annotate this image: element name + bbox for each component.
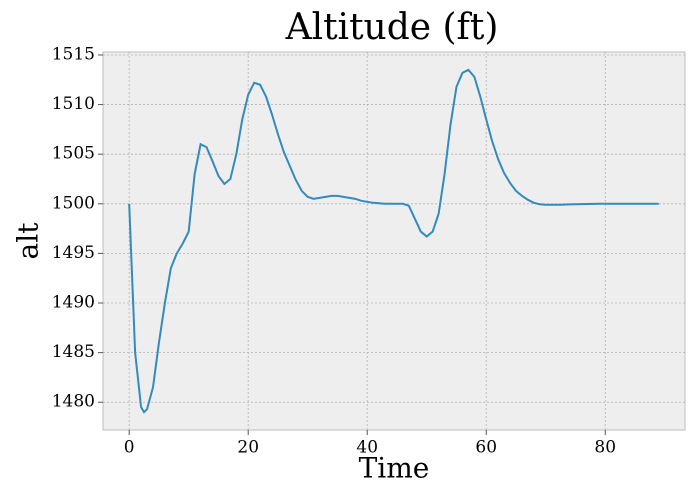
y-tick-label: 1485	[52, 342, 95, 362]
y-tick-label: 1500	[52, 193, 95, 213]
x-tick-label: 80	[594, 438, 616, 458]
data-line	[128, 68, 659, 414]
y-tick-label: 1480	[52, 392, 95, 412]
y-tick-label: 1515	[52, 44, 95, 64]
plot-area	[102, 51, 686, 431]
x-tick-label: 0	[124, 438, 135, 458]
x-tick-label: 40	[356, 438, 378, 458]
chart-title: Altitude (ft)	[285, 7, 499, 48]
x-tick-label: 60	[475, 438, 497, 458]
x-axis-label: Time	[359, 452, 430, 485]
y-axis-label: alt	[12, 222, 45, 260]
y-tick-label: 1510	[52, 94, 95, 114]
y-tick-label: 1505	[52, 144, 95, 164]
y-tick-label: 1490	[52, 293, 95, 313]
x-tick-label: 20	[237, 438, 259, 458]
y-tick-label: 1495	[52, 243, 95, 263]
